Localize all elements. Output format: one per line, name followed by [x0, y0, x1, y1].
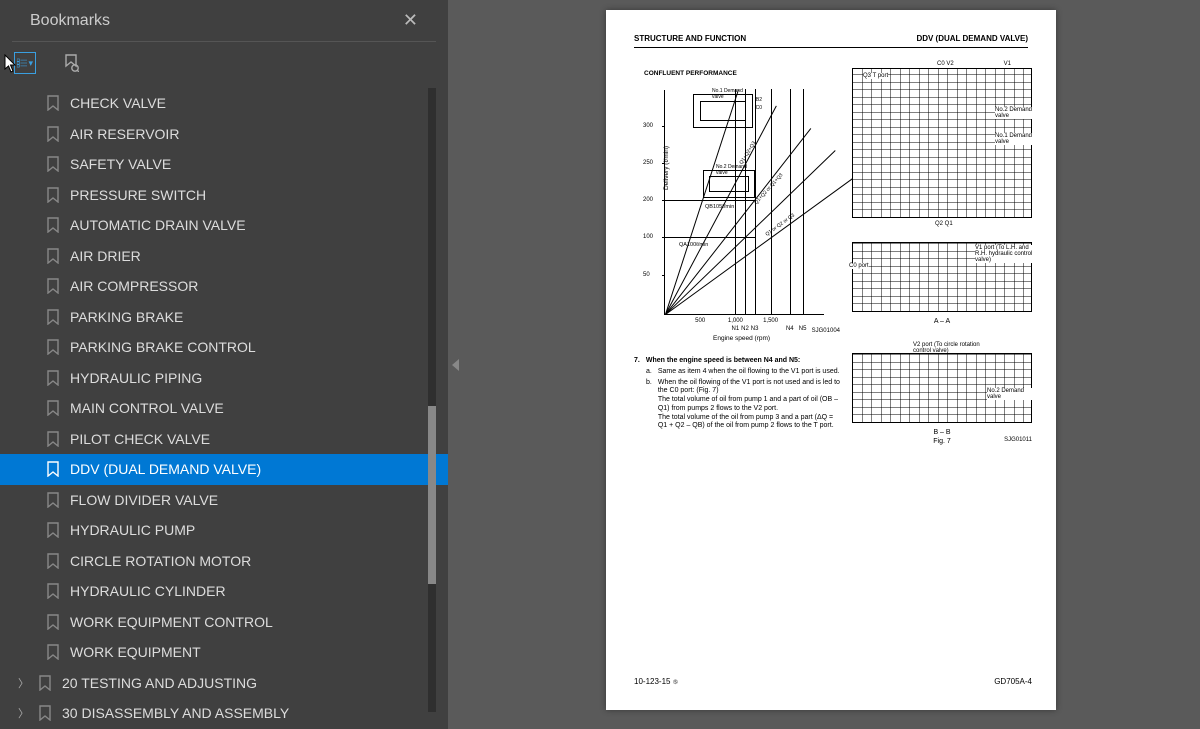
bookmark-label: PARKING BRAKE CONTROL	[70, 339, 256, 355]
bookmark-icon	[46, 217, 62, 233]
bookmark-label: PRESSURE SWITCH	[70, 187, 206, 203]
bookmark-label: CIRCLE ROTATION MOTOR	[70, 553, 251, 569]
bookmark-label: HYDRAULIC PIPING	[70, 370, 202, 386]
chart-ref: SJG01004	[812, 328, 840, 334]
figure-top: C0 V2 V1 Q3 T port No.2 Demand valve No.…	[852, 68, 1032, 218]
bookmark-icon	[46, 278, 62, 294]
bookmark-label: PARKING BRAKE	[70, 309, 183, 325]
bookmark-item[interactable]: 〉 30 DISASSEMBLY AND ASSEMBLY	[0, 698, 448, 729]
sidebar-toolbar: ▾	[0, 42, 448, 84]
header-left: STRUCTURE AND FUNCTION	[634, 34, 746, 43]
bookmark-icon	[46, 431, 62, 447]
bookmark-list[interactable]: CHECK VALVE AIR RESERVOIR SAFETY VALVE PRES…	[0, 84, 448, 729]
bookmark-icon	[46, 370, 62, 386]
bookmark-icon	[38, 705, 54, 721]
bookmark-icon	[46, 309, 62, 325]
sidebar-collapse-handle[interactable]	[448, 0, 462, 729]
bookmark-item[interactable]: WORK EQUIPMENT CONTROL	[0, 607, 448, 638]
bookmark-label: SAFETY VALVE	[70, 156, 171, 172]
pdf-page: STRUCTURE AND FUNCTION DDV (DUAL DEMAND …	[606, 10, 1056, 710]
model-number: GD705A-4	[994, 677, 1032, 686]
bookmark-icon	[46, 583, 62, 599]
bookmark-item[interactable]: CIRCLE ROTATION MOTOR	[0, 546, 448, 577]
bookmark-label: AIR DRIER	[70, 248, 141, 264]
bookmark-item[interactable]: AIR COMPRESSOR	[0, 271, 448, 302]
bookmark-item[interactable]: FLOW DIVIDER VALVE	[0, 485, 448, 516]
close-icon[interactable]: ✕	[403, 10, 418, 31]
bookmark-item[interactable]: WORK EQUIPMENT	[0, 637, 448, 668]
cursor-icon	[4, 54, 20, 79]
bookmark-item[interactable]: HYDRAULIC PUMP	[0, 515, 448, 546]
bookmark-icon	[46, 614, 62, 630]
bookmark-item[interactable]: DDV (DUAL DEMAND VALVE)	[0, 454, 448, 485]
bookmark-icon	[46, 644, 62, 660]
bookmark-item[interactable]: MAIN CONTROL VALVE	[0, 393, 448, 424]
bookmark-item[interactable]: SAFETY VALVE	[0, 149, 448, 180]
bookmark-label: 30 DISASSEMBLY AND ASSEMBLY	[62, 705, 289, 721]
bookmark-icon	[46, 187, 62, 203]
bookmark-icon	[46, 156, 62, 172]
scrollbar-track[interactable]	[428, 88, 436, 712]
y-axis-label: Delivery (ℓ/min)	[663, 146, 670, 190]
figure-a-caption: A – A	[852, 318, 1032, 325]
bookmark-icon	[46, 400, 62, 416]
bookmark-item[interactable]: AIR DRIER	[0, 241, 448, 272]
bookmark-item[interactable]: PRESSURE SWITCH	[0, 180, 448, 211]
bookmark-label: HYDRAULIC PUMP	[70, 522, 195, 538]
bookmarks-sidebar: Bookmarks ✕ ▾ CHECK VALVE AIR RESERVOIR SA…	[0, 0, 448, 729]
x-axis-label: Engine speed (rpm)	[713, 335, 770, 342]
page-number: 10-123-15	[634, 677, 670, 686]
document-viewport[interactable]: STRUCTURE AND FUNCTION DDV (DUAL DEMAND …	[462, 0, 1200, 729]
bookmark-item[interactable]: HYDRAULIC PIPING	[0, 363, 448, 394]
bookmark-label: HYDRAULIC CYLINDER	[70, 583, 226, 599]
section-drawings: C0 V2 V1 Q3 T port No.2 Demand valve No.…	[852, 68, 1032, 443]
page-header: STRUCTURE AND FUNCTION DDV (DUAL DEMAND …	[606, 10, 1056, 45]
bookmark-icon	[46, 492, 62, 508]
bookmark-icon	[46, 248, 62, 264]
bookmark-label: CHECK VALVE	[70, 95, 166, 111]
bookmark-icon	[46, 339, 62, 355]
chart-title: CONFLUENT PERFORMANCE	[644, 70, 834, 77]
bookmark-icon	[46, 522, 62, 538]
bookmark-label: AUTOMATIC DRAIN VALVE	[70, 217, 246, 233]
expand-icon[interactable]: 〉	[18, 705, 30, 721]
bookmark-label: MAIN CONTROL VALVE	[70, 400, 224, 416]
sidebar-title: Bookmarks	[30, 12, 110, 30]
bookmark-label: WORK EQUIPMENT CONTROL	[70, 614, 273, 630]
bookmark-label: PILOT CHECK VALVE	[70, 431, 210, 447]
ribbon-bookmark-icon[interactable]	[60, 52, 82, 74]
bookmark-icon	[38, 675, 54, 691]
performance-chart: CONFLUENT PERFORMANCE Delivery (ℓ/min) E…	[634, 70, 834, 340]
body-paragraph: 7. When the engine speed is between N4 a…	[634, 357, 844, 431]
bookmark-item[interactable]: 〉 20 TESTING AND ADJUSTING	[0, 668, 448, 699]
bookmark-item[interactable]: PARKING BRAKE	[0, 302, 448, 333]
bookmark-icon	[46, 461, 62, 477]
header-rule	[634, 47, 1028, 48]
header-right: DDV (DUAL DEMAND VALVE)	[916, 34, 1028, 43]
scrollbar-thumb[interactable]	[428, 406, 436, 584]
expand-icon[interactable]: 〉	[18, 675, 30, 691]
bookmark-label: FLOW DIVIDER VALVE	[70, 492, 218, 508]
bookmark-item[interactable]: HYDRAULIC CYLINDER	[0, 576, 448, 607]
bookmark-icon	[46, 126, 62, 142]
bookmark-label: AIR COMPRESSOR	[70, 278, 198, 294]
bookmark-item[interactable]: PILOT CHECK VALVE	[0, 424, 448, 455]
bookmark-item[interactable]: PARKING BRAKE CONTROL	[0, 332, 448, 363]
bookmark-item[interactable]: AIR RESERVOIR	[0, 119, 448, 150]
bookmark-item[interactable]: AUTOMATIC DRAIN VALVE	[0, 210, 448, 241]
bookmark-label: AIR RESERVOIR	[70, 126, 179, 142]
bookmark-icon	[46, 553, 62, 569]
bookmark-label: 20 TESTING AND ADJUSTING	[62, 675, 257, 691]
collapse-left-icon	[452, 359, 459, 371]
bookmark-icon	[46, 95, 62, 111]
sidebar-header: Bookmarks ✕	[12, 0, 436, 42]
figure-section-a: C0 port V1 port (To L.H. and R.H. hydrau…	[852, 242, 1032, 312]
figure-section-b: V2 port (To circle rotation control valv…	[852, 353, 1032, 423]
bookmark-label: WORK EQUIPMENT	[70, 644, 201, 660]
bookmark-item[interactable]: CHECK VALVE	[0, 88, 448, 119]
figure-b-caption: B – B	[852, 429, 1032, 436]
bookmark-label: DDV (DUAL DEMAND VALVE)	[70, 461, 261, 477]
page-footer: 10-123-15 ⑤ GD705A-4	[634, 677, 1032, 686]
